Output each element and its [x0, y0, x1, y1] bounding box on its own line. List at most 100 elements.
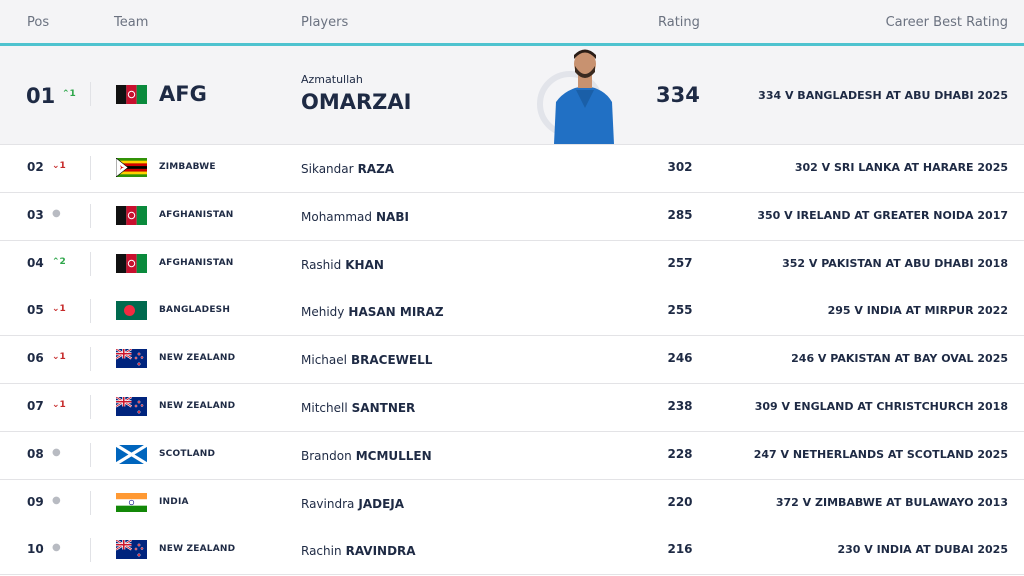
player-name[interactable]: Michael BRACEWELL [301, 353, 432, 367]
player-rating: 216 [667, 542, 693, 557]
table-row[interactable]: 06 ⌄1 NEW ZEALAND Michael BRACEWELL 246 246 V … [0, 336, 1024, 385]
position: 09 [27, 494, 44, 509]
divider [90, 538, 91, 563]
zimbabwe-flag-icon [116, 158, 147, 177]
no-change-dot-icon: ● [52, 207, 61, 219]
player-name[interactable]: Mohammad NABI [301, 210, 409, 224]
team-name: NEW ZEALAND [159, 544, 236, 555]
position: 04 [27, 255, 44, 270]
team-name: SCOTLAND [159, 448, 216, 459]
team-name: ZIMBABWE [159, 162, 216, 172]
divider [90, 82, 91, 106]
player-last-name: KHAN [345, 257, 384, 272]
chevron-down-icon: ⌄ [52, 161, 60, 171]
header-team[interactable]: Team [114, 15, 149, 30]
header-pos[interactable]: Pos [27, 15, 50, 30]
position: 06 [27, 351, 44, 366]
afghanistan-flag-icon [116, 85, 147, 104]
player-last-name: RAZA [357, 162, 395, 176]
table-row[interactable]: 08 ● SCOTLAND Brandon MCMULLEN 228 247 V NETHE… [0, 431, 1024, 480]
divider [90, 203, 91, 228]
afghanistan-flag-icon [116, 205, 147, 225]
position: 07 [27, 399, 44, 413]
player-rating: 257 [667, 255, 693, 270]
rank-change: ⌄1 [52, 304, 66, 315]
player-rating: 255 [667, 303, 693, 318]
afghanistan-flag-icon [116, 253, 147, 273]
player-first-name: Ravindra [301, 496, 355, 511]
career-best: 334 V BANGLADESH AT ABU DHABI 2025 [758, 89, 1008, 102]
player-last-name: RAVINDRA [345, 544, 416, 559]
rankings-header: Pos Team Players Rating Career Best Rati… [0, 0, 1024, 46]
table-row[interactable]: 07 ⌄1 NEW ZEALAND Mitchell SANTNER 238 309 V E… [0, 384, 1024, 432]
divider [90, 490, 91, 515]
new-zealand-flag-icon [116, 397, 147, 416]
player-name[interactable]: Mehidy HASAN MIRAZ [301, 305, 444, 319]
player-name[interactable]: Brandon MCMULLEN [301, 449, 432, 463]
india-flag-icon [116, 492, 147, 512]
divider [90, 251, 91, 276]
divider [90, 347, 91, 372]
rank-change: ⌃2 [52, 256, 66, 267]
player-first-name: Sikandar [301, 162, 354, 176]
chevron-down-icon: ⌄ [52, 304, 60, 315]
career-best: 230 V INDIA AT DUBAI 2025 [837, 543, 1009, 557]
career-best: 247 V NETHERLANDS AT SCOTLAND 2025 [753, 447, 1008, 461]
no-change-dot-icon: ● [52, 446, 61, 458]
player-name[interactable]: Rachin RAVINDRA [301, 544, 416, 558]
header-players[interactable]: Players [301, 15, 349, 30]
table-row[interactable]: 03 ● AFGHANISTAN Mohammad NABI 285 350 V IRELA… [0, 192, 1024, 241]
no-change-dot-icon: ● [52, 542, 61, 554]
new-zealand-flag-icon [116, 540, 147, 560]
career-best: 372 V ZIMBABWE AT BULAWAYO 2013 [775, 495, 1008, 509]
career-best: 246 V PAKISTAN AT BAY OVAL 2025 [791, 352, 1008, 366]
player-first-name: Michael [301, 353, 347, 368]
divider [90, 299, 91, 324]
rank-change: ⌃1 [62, 89, 76, 99]
player-last-name: JADEJA [358, 496, 405, 511]
divider [90, 442, 91, 467]
bangladesh-flag-icon [116, 301, 147, 321]
table-row[interactable]: 05 ⌄1 BANGLADESH Mehidy HASAN MIRAZ 255 295 V … [0, 288, 1024, 337]
chevron-up-icon: ⌃ [52, 256, 60, 267]
player-rating: 228 [667, 446, 693, 461]
player-name[interactable]: Rashid KHAN [301, 258, 384, 272]
player-rating: 334 [656, 83, 700, 107]
header-career-best[interactable]: Career Best Rating [885, 15, 1008, 30]
player-rating: 238 [667, 399, 693, 413]
player-name[interactable]: Sikandar RAZA [301, 162, 394, 176]
career-best: 350 V IRELAND AT GREATER NOIDA 2017 [757, 208, 1008, 222]
player-rating: 220 [667, 494, 693, 509]
player-rating: 302 [667, 160, 693, 174]
chevron-up-icon: ⌃ [62, 89, 70, 99]
rank-change: ⌄1 [52, 400, 66, 410]
player-name[interactable]: Mitchell SANTNER [301, 401, 415, 415]
player-last-name: HASAN MIRAZ [348, 305, 444, 320]
player-first-name: Mitchell [301, 401, 348, 415]
team-name: AFGHANISTAN [159, 257, 234, 268]
position: 10 [27, 542, 44, 557]
player-photo [534, 46, 620, 144]
player-last-name: BRACEWELL [350, 353, 433, 368]
player-first-name: Mehidy [301, 305, 345, 320]
player-last-name[interactable]: OMARZAI [301, 90, 412, 114]
scotland-flag-icon [116, 444, 147, 464]
career-best: 309 V ENGLAND AT CHRISTCHURCH 2018 [754, 400, 1008, 413]
table-row[interactable]: 04 ⌃2 AFGHANISTAN Rashid KHAN 257 352 V PAKIST… [0, 240, 1024, 289]
career-best: 302 V SRI LANKA AT HARARE 2025 [794, 161, 1008, 174]
position: 05 [27, 303, 44, 318]
team-name: INDIA [159, 496, 189, 507]
team-name: AFGHANISTAN [159, 209, 234, 220]
player-last-name: MCMULLEN [355, 448, 432, 463]
position: 01 [26, 84, 56, 108]
header-rating[interactable]: Rating [658, 15, 700, 30]
new-zealand-flag-icon [116, 349, 147, 369]
team-name: NEW ZEALAND [159, 353, 236, 364]
table-row[interactable]: 09 ● INDIA Ravindra JADEJA 220 372 V ZIMBABWE … [0, 479, 1024, 528]
top-ranked-row[interactable]: 01 ⌃1 AFG Azmatullah OMARZAI 334 334 V B… [0, 46, 1024, 145]
player-name[interactable]: Ravindra JADEJA [301, 497, 404, 511]
table-row[interactable]: 02 ⌄1 ZIMBABWE Sikandar RAZA 302 302 V SRI LAN… [0, 145, 1024, 193]
table-row[interactable]: 10 ● NEW ZEALAND Rachin RAVINDRA 216 230 V IND… [0, 527, 1024, 576]
team-name: BANGLADESH [159, 305, 231, 316]
player-first-name: Rashid [301, 257, 342, 272]
